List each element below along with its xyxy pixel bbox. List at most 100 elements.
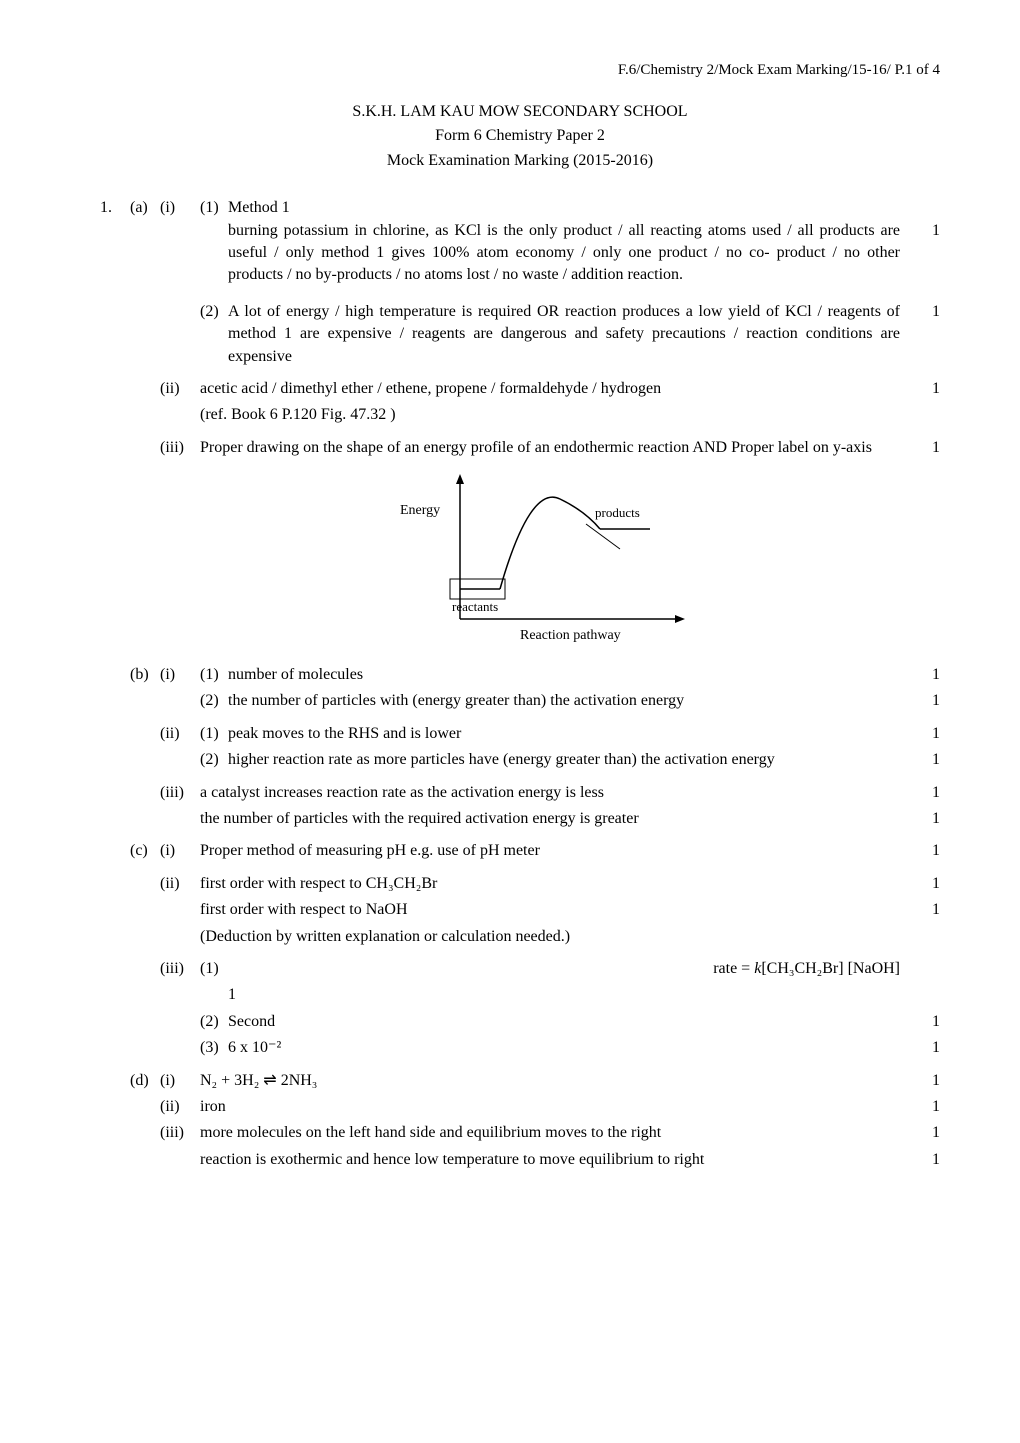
mark: 1 [900, 301, 940, 323]
q1-d-iii-b: reaction is exothermic and hence low tem… [100, 1149, 940, 1171]
content: Second [228, 1011, 900, 1033]
content: first order with respect to NaOH [200, 899, 900, 921]
content: iron [200, 1096, 900, 1118]
item-1: (1) [200, 723, 228, 745]
q1-a-iii: (iii) Proper drawing on the shape of an … [100, 437, 940, 459]
content: peak moves to the RHS and is lower [228, 723, 900, 745]
title-block: S.K.H. LAM KAU MOW SECONDARY SCHOOL Form… [100, 101, 940, 172]
item-2: (2) [200, 1011, 228, 1033]
paper-title: Form 6 Chemistry Paper 2 [100, 125, 940, 147]
sub-ii: (ii) [160, 378, 200, 400]
sub-ii: (ii) [160, 1096, 200, 1118]
mark: 1 [900, 690, 940, 712]
q1-b-ii-1: (ii) (1) peak moves to the RHS and is lo… [100, 723, 940, 745]
item-1: (1) [200, 958, 228, 980]
method-body: burning potassium in chlorine, as KCl is… [228, 220, 900, 287]
item-1: (1) [200, 197, 228, 219]
mark: 1 [900, 437, 940, 459]
mark: 1 [900, 1037, 940, 1059]
ref: (ref. Book 6 P.120 Fig. 47.32 ) [200, 404, 900, 426]
content: acetic acid / dimethyl ether / ethene, p… [200, 378, 900, 400]
q1-c-iii-1-mark-row: 1 [100, 984, 940, 1006]
content: the number of particles with the require… [200, 808, 900, 830]
part-a: (a) [130, 197, 160, 219]
content: reaction is exothermic and hence low tem… [200, 1149, 900, 1171]
q1-b-i-1: (b) (i) (1) number of molecules 1 [100, 664, 940, 686]
sub-i: (i) [160, 197, 200, 219]
method-head: Method 1 [228, 199, 290, 216]
sub-iii: (iii) [160, 782, 200, 804]
qnum: 1. [100, 197, 130, 219]
energy-profile-diagram: Energy reactants products Reaction pathw… [100, 469, 940, 649]
q1-a-ii: (ii) acetic acid / dimethyl ether / ethe… [100, 378, 940, 400]
q1-b-iii-a: (iii) a catalyst increases reaction rate… [100, 782, 940, 804]
q1-b-i-2: (2) the number of particles with (energy… [100, 690, 940, 712]
item-1: (1) [200, 664, 228, 686]
q1-d-i: (d) (i) N₂ + 3H₂ ⇌ 2NH₃ 1 [100, 1070, 940, 1092]
q1-b-ii-2: (2) higher reaction rate as more particl… [100, 749, 940, 771]
mark: 1 [900, 1122, 940, 1144]
mark: 1 [900, 220, 940, 242]
part-b: (b) [130, 664, 160, 686]
q1-c-ii-note: (Deduction by written explanation or cal… [100, 926, 940, 948]
content: Method 1 burning potassium in chlorine, … [228, 197, 940, 291]
q1-a-ii-ref: (ref. Book 6 P.120 Fig. 47.32 ) [100, 404, 940, 426]
item-2: (2) [200, 749, 228, 771]
sub-ii: (ii) [160, 873, 200, 895]
mark: 1 [900, 1070, 940, 1092]
content: Proper drawing on the shape of an energy… [200, 437, 900, 459]
mark: 1 [900, 840, 940, 862]
content: A lot of energy / high temperature is re… [228, 301, 900, 368]
sub-iii: (iii) [160, 437, 200, 459]
note: (Deduction by written explanation or cal… [200, 926, 900, 948]
q1-a-i-1: 1. (a) (i) (1) Method 1 burning potassiu… [100, 197, 940, 291]
content: a catalyst increases reaction rate as th… [200, 782, 900, 804]
content: first order with respect to CH₃CH₂Br [200, 873, 900, 895]
item-3: (3) [200, 1037, 228, 1059]
rate-eqn: rate = k[CH₃CH₂Br] [NaOH] [228, 958, 900, 980]
sub-iii: (iii) [160, 958, 200, 980]
content: the number of particles with (energy gre… [228, 690, 900, 712]
item-2: (2) [200, 301, 228, 323]
sub-ii: (ii) [160, 723, 200, 745]
mark: 1 [900, 1011, 940, 1033]
content: N₂ + 3H₂ ⇌ 2NH₃ [200, 1070, 900, 1092]
mark: 1 [900, 782, 940, 804]
q1-c-iii-3: (3) 6 x 10⁻² 1 [100, 1037, 940, 1059]
content: number of molecules [228, 664, 900, 686]
page-header: F.6/Chemistry 2/Mock Exam Marking/15-16/… [100, 60, 940, 81]
content: Proper method of measuring pH e.g. use o… [200, 840, 900, 862]
exam-title: Mock Examination Marking (2015-2016) [100, 150, 940, 172]
part-c: (c) [130, 840, 160, 862]
q1-c-i: (c) (i) Proper method of measuring pH e.… [100, 840, 940, 862]
part-d: (d) [130, 1070, 160, 1092]
mark: 1 [900, 873, 940, 895]
mark: 1 [900, 749, 940, 771]
q1-c-ii-b: first order with respect to NaOH 1 [100, 899, 940, 921]
q1-c-iii-1: (iii) (1) rate = k[CH₃CH₂Br] [NaOH] [100, 958, 940, 980]
q1-d-iii-a: (iii) more molecules on the left hand si… [100, 1122, 940, 1144]
content: (1) rate = k[CH₃CH₂Br] [NaOH] [200, 958, 900, 980]
sub-i: (i) [160, 1070, 200, 1092]
mark: 1 [900, 899, 940, 921]
products-label: products [595, 505, 640, 520]
content: 6 x 10⁻² [228, 1037, 900, 1059]
mark: 1 [900, 664, 940, 686]
mark: 1 [900, 378, 940, 400]
x-axis-label: Reaction pathway [520, 628, 621, 643]
mark: 1 [900, 1096, 940, 1118]
energy-profile-svg: Energy reactants products Reaction pathw… [330, 469, 710, 649]
content: higher reaction rate as more particles h… [228, 749, 900, 771]
q1-c-iii-2: (2) Second 1 [100, 1011, 940, 1033]
q1-b-iii-b: the number of particles with the require… [100, 808, 940, 830]
mark: 1 [900, 808, 940, 830]
reactants-label: reactants [452, 599, 498, 614]
q1-c-ii-a: (ii) first order with respect to CH₃CH₂B… [100, 873, 940, 895]
item-2: (2) [200, 690, 228, 712]
content: more molecules on the left hand side and… [200, 1122, 900, 1144]
q1-d-ii: (ii) iron 1 [100, 1096, 940, 1118]
sub-iii: (iii) [160, 1122, 200, 1144]
sub-i: (i) [160, 840, 200, 862]
school-title: S.K.H. LAM KAU MOW SECONDARY SCHOOL [100, 101, 940, 123]
q1-a-i-2: (2) A lot of energy / high temperature i… [100, 301, 940, 368]
